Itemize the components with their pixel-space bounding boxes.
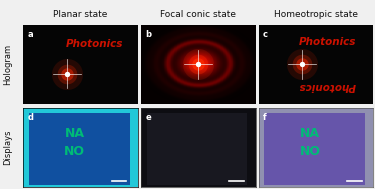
Text: Homeotropic state: Homeotropic state [274, 10, 358, 19]
Point [64, 72, 70, 75]
Point [195, 63, 201, 66]
Point [195, 63, 201, 66]
Point [64, 72, 70, 75]
Point [299, 63, 305, 66]
Text: NA
NO: NA NO [64, 127, 86, 158]
Point [64, 72, 70, 75]
Text: d: d [28, 113, 34, 122]
Bar [147, 113, 248, 185]
Point [299, 63, 305, 66]
Text: c: c [263, 30, 268, 39]
Bar [264, 113, 365, 185]
Text: Hologram: Hologram [3, 44, 12, 85]
Text: Displays: Displays [3, 130, 12, 165]
Text: e: e [146, 113, 151, 122]
Point [299, 63, 305, 66]
Point [64, 72, 70, 75]
Text: Planar state: Planar state [53, 10, 108, 19]
Text: Photonics: Photonics [298, 81, 356, 91]
Point [299, 63, 305, 66]
Text: a: a [28, 30, 33, 39]
Text: Photonics: Photonics [298, 37, 356, 47]
Text: f: f [263, 113, 267, 122]
Bar [29, 113, 130, 185]
Point [195, 63, 201, 66]
Point [195, 63, 201, 66]
Text: Photonics: Photonics [66, 40, 123, 49]
Text: Focal conic state: Focal conic state [160, 10, 236, 19]
Text: b: b [146, 30, 152, 39]
Text: NA
NO: NA NO [300, 127, 321, 158]
